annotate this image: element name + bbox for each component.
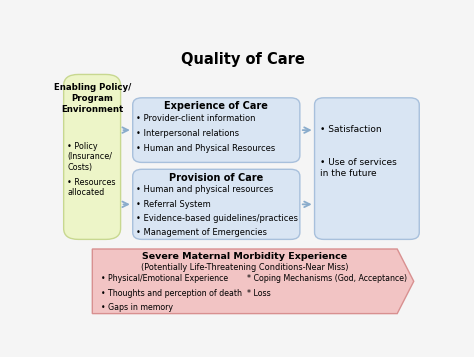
Text: • Evidence-based guidelines/practices: • Evidence-based guidelines/practices (137, 214, 299, 223)
Text: • Physical/Emotional Experience: • Physical/Emotional Experience (101, 274, 228, 283)
Text: • Interpersonal relations: • Interpersonal relations (137, 129, 239, 138)
Text: • Management of Emergencies: • Management of Emergencies (137, 228, 267, 237)
FancyBboxPatch shape (315, 98, 419, 240)
Text: Severe Maternal Morbidity Experience: Severe Maternal Morbidity Experience (142, 252, 347, 261)
FancyBboxPatch shape (64, 75, 120, 240)
Text: • Gaps in memory: • Gaps in memory (101, 303, 173, 312)
Text: • Satisfaction: • Satisfaction (320, 125, 382, 134)
Text: • Resources
allocated: • Resources allocated (67, 177, 116, 197)
Text: • Referral System: • Referral System (137, 200, 211, 208)
Text: • Human and physical resources: • Human and physical resources (137, 185, 274, 194)
Polygon shape (92, 249, 414, 313)
Text: * Loss: * Loss (246, 288, 270, 298)
Text: • Use of services
in the future: • Use of services in the future (320, 158, 397, 178)
Text: Enabling Policy/
Program
Environment: Enabling Policy/ Program Environment (54, 83, 131, 114)
FancyBboxPatch shape (133, 98, 300, 162)
Text: (Potentially Life-Threatening Conditions-Near Miss): (Potentially Life-Threatening Conditions… (141, 263, 348, 272)
Text: Quality of Care: Quality of Care (181, 52, 305, 67)
Text: • Provider-client information: • Provider-client information (137, 114, 256, 123)
Text: Experience of Care: Experience of Care (164, 101, 268, 111)
Text: • Human and Physical Resources: • Human and Physical Resources (137, 144, 276, 153)
Text: • Policy
(Insurance/
Costs): • Policy (Insurance/ Costs) (67, 142, 112, 172)
Text: * Coping Mechanisms (God, Acceptance): * Coping Mechanisms (God, Acceptance) (246, 274, 407, 283)
FancyBboxPatch shape (133, 169, 300, 240)
Text: • Thoughts and perception of death: • Thoughts and perception of death (101, 288, 243, 298)
Text: Provision of Care: Provision of Care (169, 172, 264, 182)
